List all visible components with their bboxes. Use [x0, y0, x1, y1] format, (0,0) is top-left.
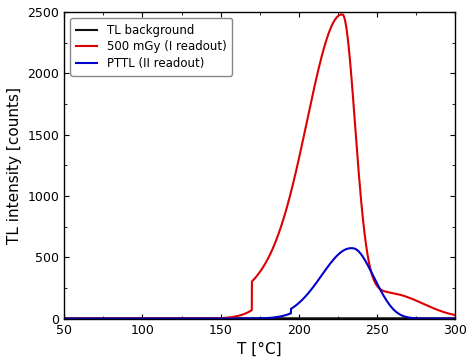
TL background	[445, 316, 450, 320]
TL background	[228, 316, 234, 320]
500 mGy (I readout)	[339, 12, 345, 17]
PTTL (II readout)	[445, 316, 450, 321]
TL background	[62, 316, 67, 320]
TL background	[106, 316, 112, 320]
Line: PTTL (II readout): PTTL (II readout)	[64, 248, 455, 318]
500 mGy (I readout)	[62, 316, 67, 321]
500 mGy (I readout)	[452, 313, 458, 317]
Legend: TL background, 500 mGy (I readout), PTTL (II readout): TL background, 500 mGy (I readout), PTTL…	[70, 18, 232, 76]
X-axis label: T [°C]: T [°C]	[237, 342, 282, 357]
500 mGy (I readout)	[211, 316, 217, 321]
500 mGy (I readout)	[129, 316, 135, 321]
PTTL (II readout)	[402, 314, 408, 319]
TL background	[129, 316, 135, 320]
TL background	[452, 316, 458, 320]
PTTL (II readout)	[106, 316, 112, 321]
500 mGy (I readout)	[445, 311, 450, 315]
Line: 500 mGy (I readout): 500 mGy (I readout)	[64, 15, 455, 318]
PTTL (II readout)	[211, 316, 217, 321]
500 mGy (I readout)	[228, 315, 234, 319]
500 mGy (I readout)	[106, 316, 112, 321]
PTTL (II readout)	[452, 316, 458, 321]
TL background	[211, 316, 217, 320]
TL background	[402, 316, 408, 320]
PTTL (II readout)	[228, 316, 234, 321]
PTTL (II readout)	[62, 316, 67, 321]
500 mGy (I readout)	[402, 294, 408, 298]
PTTL (II readout)	[129, 316, 135, 321]
PTTL (II readout)	[348, 246, 354, 250]
Y-axis label: TL intensity [counts]: TL intensity [counts]	[7, 87, 22, 244]
